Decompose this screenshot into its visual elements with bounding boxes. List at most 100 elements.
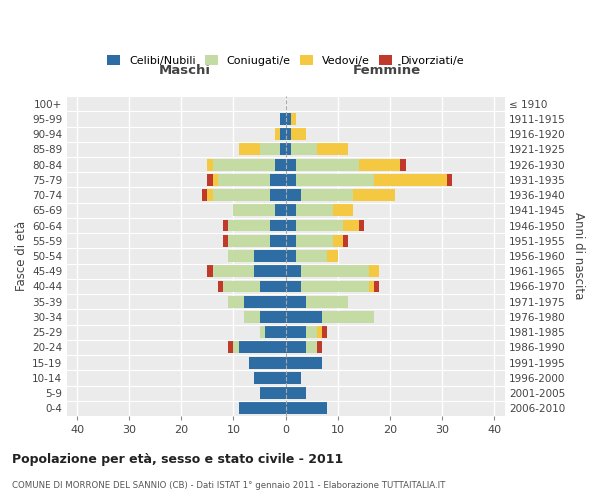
Bar [296, 174, 374, 186]
Text: COMUNE DI MORRONE DEL SANNIO (CB) - Dati ISTAT 1° gennaio 2011 - Elaborazione TU: COMUNE DI MORRONE DEL SANNIO (CB) - Dati… [12, 481, 445, 490]
Bar [286, 144, 291, 156]
Bar [270, 174, 286, 186]
Bar [307, 296, 348, 308]
Bar [244, 311, 260, 323]
Bar [343, 220, 359, 232]
Bar [317, 342, 322, 353]
Bar [332, 235, 343, 246]
Bar [374, 280, 379, 292]
Bar [254, 250, 286, 262]
Bar [218, 280, 223, 292]
Bar [280, 144, 286, 156]
Bar [286, 158, 296, 170]
Bar [223, 220, 228, 232]
Bar [286, 356, 322, 368]
Bar [291, 128, 307, 140]
Bar [301, 280, 369, 292]
Bar [212, 174, 218, 186]
Bar [254, 372, 286, 384]
Bar [286, 266, 301, 277]
Bar [332, 204, 353, 216]
Bar [286, 189, 301, 201]
Bar [359, 158, 400, 170]
Bar [280, 128, 286, 140]
Bar [286, 326, 307, 338]
Bar [244, 296, 286, 308]
Bar [296, 220, 343, 232]
Bar [301, 189, 353, 201]
Bar [296, 204, 332, 216]
Bar [275, 204, 286, 216]
Bar [260, 326, 265, 338]
Bar [223, 235, 228, 246]
Bar [286, 280, 301, 292]
Bar [359, 220, 364, 232]
Bar [291, 113, 296, 125]
Bar [307, 342, 317, 353]
Bar [286, 387, 307, 399]
Bar [260, 144, 280, 156]
Bar [212, 266, 254, 277]
Bar [228, 235, 270, 246]
Bar [270, 220, 286, 232]
Y-axis label: Fasce di età: Fasce di età [15, 221, 28, 291]
Bar [286, 311, 322, 323]
Bar [208, 174, 212, 186]
Bar [291, 144, 317, 156]
Bar [239, 402, 286, 414]
Bar [322, 311, 374, 323]
Bar [322, 326, 328, 338]
Bar [296, 235, 332, 246]
Bar [218, 174, 270, 186]
Bar [286, 402, 328, 414]
Bar [275, 128, 280, 140]
Bar [447, 174, 452, 186]
Bar [208, 189, 212, 201]
Bar [328, 250, 338, 262]
Bar [286, 174, 296, 186]
Bar [275, 158, 286, 170]
Bar [249, 356, 286, 368]
Bar [296, 158, 359, 170]
Bar [270, 189, 286, 201]
Bar [202, 189, 208, 201]
Bar [228, 220, 270, 232]
Bar [212, 158, 275, 170]
Bar [270, 235, 286, 246]
Bar [286, 235, 296, 246]
Bar [307, 326, 317, 338]
Bar [280, 113, 286, 125]
Bar [286, 372, 301, 384]
Y-axis label: Anni di nascita: Anni di nascita [572, 212, 585, 300]
Bar [369, 266, 379, 277]
Bar [286, 204, 296, 216]
Legend: Celibi/Nubili, Coniugati/e, Vedovi/e, Divorziati/e: Celibi/Nubili, Coniugati/e, Vedovi/e, Di… [103, 50, 469, 70]
Bar [286, 220, 296, 232]
Bar [233, 204, 275, 216]
Bar [239, 144, 260, 156]
Bar [343, 235, 348, 246]
Bar [208, 158, 212, 170]
Bar [260, 280, 286, 292]
Bar [374, 174, 447, 186]
Bar [286, 342, 307, 353]
Bar [254, 266, 286, 277]
Bar [317, 144, 348, 156]
Bar [260, 387, 286, 399]
Text: Popolazione per età, sesso e stato civile - 2011: Popolazione per età, sesso e stato civil… [12, 452, 343, 466]
Bar [317, 326, 322, 338]
Bar [208, 266, 212, 277]
Bar [400, 158, 406, 170]
Bar [228, 296, 244, 308]
Bar [233, 342, 239, 353]
Bar [228, 250, 254, 262]
Text: Femmine: Femmine [352, 64, 421, 77]
Bar [265, 326, 286, 338]
Bar [286, 296, 307, 308]
Bar [260, 311, 286, 323]
Bar [286, 128, 291, 140]
Bar [301, 266, 369, 277]
Bar [286, 113, 291, 125]
Bar [212, 189, 270, 201]
Bar [369, 280, 374, 292]
